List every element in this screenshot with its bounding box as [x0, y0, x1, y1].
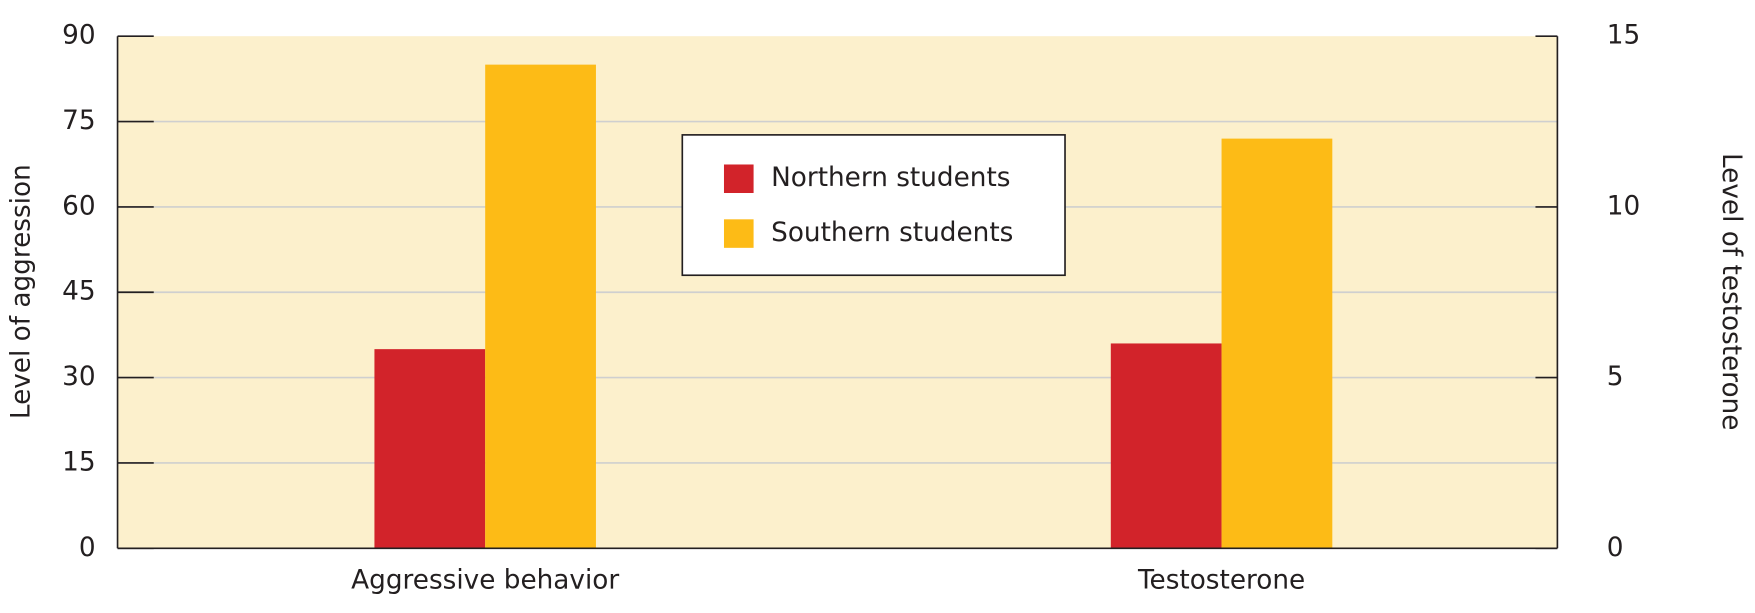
- y-tick-label: 15: [62, 447, 95, 477]
- bar: [485, 64, 596, 549]
- bar: [1110, 343, 1222, 549]
- y2-tick-label: 10: [1607, 191, 1640, 221]
- legend-swatch: [723, 164, 754, 194]
- legend-swatch: [723, 219, 754, 248]
- legend-label: Southern students: [771, 218, 1013, 248]
- y-tick-label: 45: [62, 277, 95, 307]
- y2-tick-label: 15: [1607, 21, 1640, 51]
- y2-axis-title: Level of testosterone: [1716, 153, 1746, 430]
- y-tick-label: 30: [62, 362, 95, 392]
- y2-tick-label: 5: [1607, 362, 1624, 392]
- y-tick-label: 60: [62, 191, 95, 221]
- bar: [1221, 138, 1333, 549]
- y-axis-title: Level of aggression: [7, 164, 37, 419]
- bar: [374, 349, 486, 549]
- y2-tick-label: 0: [1607, 533, 1624, 563]
- legend-label: Northern students: [771, 163, 1010, 193]
- y-tick-label: 0: [79, 533, 96, 563]
- legend-box: [681, 134, 1066, 277]
- x-tick-label: Testosterone: [1137, 566, 1305, 596]
- y-tick-label: 90: [62, 21, 95, 51]
- x-tick-label: Aggressive behavior: [351, 566, 619, 596]
- y-tick-label: 75: [62, 106, 95, 136]
